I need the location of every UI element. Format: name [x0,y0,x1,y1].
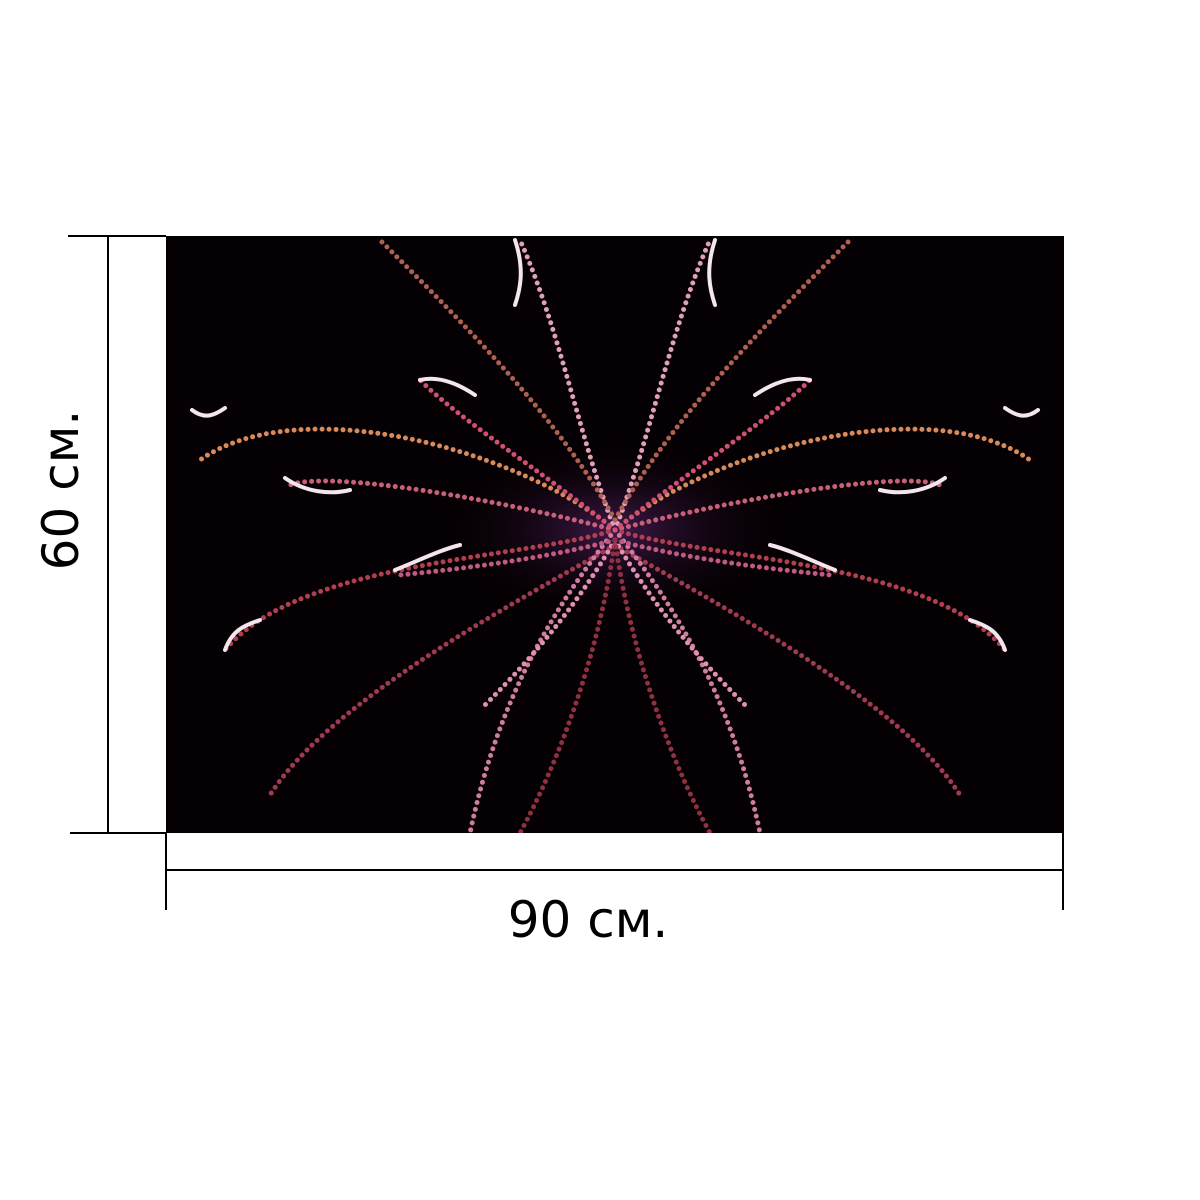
firework-art [190,237,1038,833]
width-label: 90 см. [508,891,669,949]
height-label: 60 см. [32,410,90,571]
